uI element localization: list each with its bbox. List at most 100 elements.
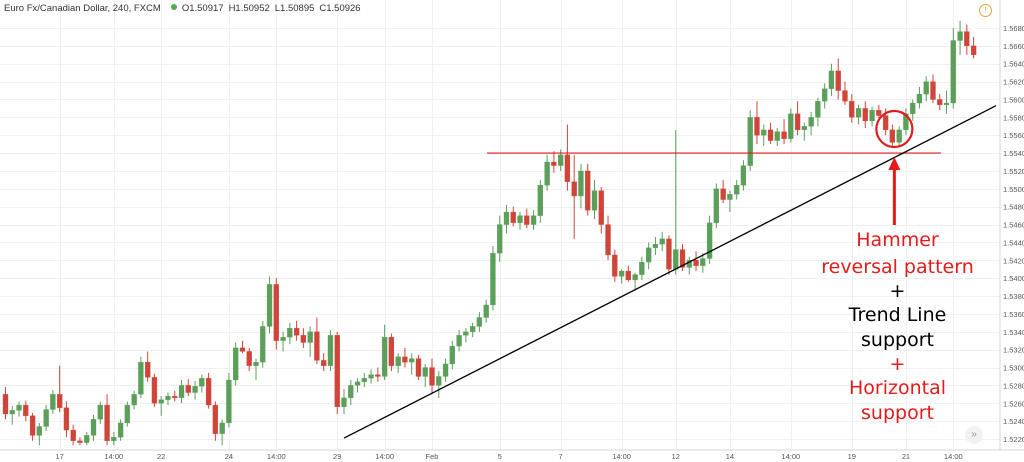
symbol-title[interactable]: Euro Fx/Canadian Dollar, 240, FXCM	[4, 3, 161, 14]
time-tick-label: 14:00	[375, 452, 394, 461]
candle-body	[835, 70, 841, 91]
candle-body	[368, 374, 374, 379]
ohlc-low: L1.50895	[274, 3, 315, 14]
candle-body	[111, 437, 117, 441]
candle-body	[679, 249, 686, 268]
candle-body	[828, 70, 835, 89]
candle-body	[794, 113, 801, 131]
candle-body	[896, 129, 902, 143]
time-tick-label: 7	[559, 452, 563, 461]
candle-body	[43, 409, 49, 427]
time-tick-label: 22	[157, 452, 165, 461]
price-tick-label: 1.56000	[1003, 95, 1024, 104]
candle-body	[97, 404, 103, 420]
candle-body	[503, 211, 510, 225]
price-tick-label: 1.54000	[1003, 274, 1024, 283]
candle-body	[212, 404, 219, 434]
candle-body	[774, 131, 780, 141]
time-tick-label: 14	[726, 452, 734, 461]
candle-body	[456, 335, 462, 347]
time-tick-label: 5	[498, 452, 502, 461]
candle-body	[510, 211, 516, 223]
ohlc-high: H1.50952	[228, 3, 270, 14]
candle-body	[862, 108, 868, 122]
time-axis[interactable]: 17 14:00 22 24 14:00 29 14:00 Feb 5 7 14:00 12 14 14:…	[55, 452, 962, 461]
price-tick-label: 1.55800	[1003, 113, 1024, 122]
candle-body	[700, 258, 706, 266]
price-axis[interactable]: 1.56800 1.56600 1.56400 1.56200 1.56000 1.558…	[1003, 24, 1024, 444]
scroll-to-realtime-button[interactable]: »	[965, 426, 983, 444]
candle-body	[923, 81, 929, 95]
candle-body	[497, 224, 503, 254]
price-tick-label: 1.55600	[1003, 131, 1024, 140]
price-tick-label: 1.55200	[1003, 167, 1024, 176]
candle-body	[90, 419, 97, 436]
ohlc-close: C1.50926	[319, 3, 361, 14]
price-tick-label: 1.54400	[1003, 238, 1024, 247]
candle-body	[625, 270, 631, 281]
candle-body	[612, 254, 618, 277]
price-tick-label: 1.54200	[1003, 256, 1024, 265]
candle-body	[591, 190, 598, 211]
candle-body	[321, 360, 327, 366]
candle-body	[415, 358, 422, 377]
candle-body	[842, 90, 848, 102]
price-tick-label: 1.55000	[1003, 185, 1024, 194]
candle-body	[544, 161, 550, 186]
annotation-support-1: support	[861, 329, 934, 351]
candle-body	[652, 244, 659, 248]
candle-body	[266, 284, 273, 327]
candle-body	[530, 215, 537, 225]
candle-body	[761, 129, 767, 136]
candle-body	[788, 113, 794, 139]
candle-body	[693, 260, 699, 266]
candle-body	[9, 410, 15, 415]
candle-body	[314, 331, 320, 361]
candle-body	[429, 367, 435, 386]
candle-body	[219, 422, 225, 434]
annotation-arrow-head	[888, 157, 901, 170]
candle-body	[341, 397, 347, 407]
time-tick-label: Feb	[426, 452, 439, 461]
annotation-plus-2: +	[889, 353, 906, 375]
candle-body	[395, 356, 401, 366]
candle-body	[889, 129, 896, 143]
candle-body	[57, 394, 63, 408]
candle-body	[564, 154, 571, 182]
candle-body	[659, 238, 665, 245]
price-tick-label: 1.53400	[1003, 328, 1024, 337]
candle-body	[970, 45, 977, 55]
price-tick-label: 1.52400	[1003, 417, 1024, 426]
time-tick-label: 14:00	[944, 452, 963, 461]
candle-body	[158, 399, 164, 404]
candle-body	[172, 395, 178, 399]
candle-body	[585, 170, 591, 211]
candle-body	[63, 407, 70, 431]
candle-body	[754, 117, 760, 136]
candle-body	[551, 161, 557, 166]
double-chevron-right-icon: »	[971, 429, 977, 440]
candle-body	[131, 394, 137, 406]
candle-body	[145, 362, 151, 378]
ohlc-open: O1.50917	[181, 3, 224, 14]
candle-body	[916, 93, 923, 104]
time-tick-label: 17	[55, 452, 63, 461]
candle-body	[740, 165, 747, 186]
trend-line	[343, 105, 997, 439]
candle-body	[869, 110, 875, 122]
annotation-support-2: support	[861, 402, 934, 424]
candle-body	[483, 304, 489, 318]
price-tick-label: 1.56800	[1003, 24, 1024, 33]
candle-body	[767, 129, 774, 141]
price-tick-label: 1.52800	[1003, 381, 1024, 390]
candle-body	[192, 386, 198, 393]
info-icon[interactable]: !	[979, 4, 992, 17]
candle-body	[950, 40, 956, 104]
candle-body	[409, 358, 415, 363]
candle-body	[618, 270, 625, 277]
time-tick-label: 21	[902, 452, 910, 461]
candle-body	[734, 185, 740, 195]
candle-body	[706, 222, 713, 259]
candle-body	[639, 261, 645, 275]
